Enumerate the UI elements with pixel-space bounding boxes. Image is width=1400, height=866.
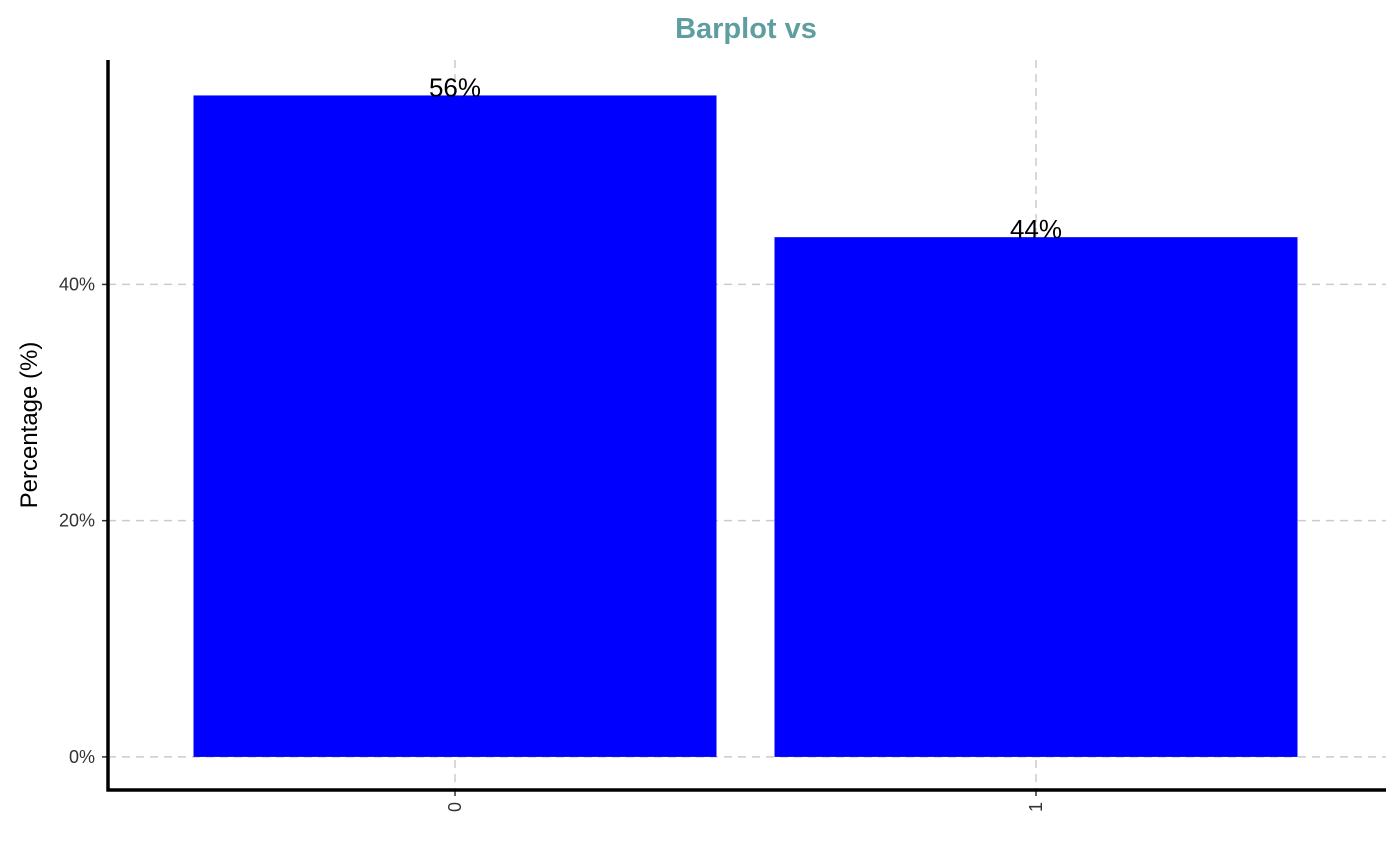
bar-value-label: 44% <box>1010 214 1062 244</box>
x-tick-label: 1 <box>1026 802 1046 812</box>
chart-title: Barplot vs <box>675 13 817 45</box>
x-tick-label: 0 <box>445 802 465 812</box>
y-tick-label: 40% <box>59 274 95 294</box>
y-axis-label: Percentage (%) <box>16 342 43 509</box>
bar-value-label: 56% <box>429 72 481 102</box>
axes <box>102 60 1386 796</box>
bar <box>193 95 717 757</box>
y-tick-label: 0% <box>69 747 95 767</box>
bar <box>774 237 1298 757</box>
bars <box>193 95 1298 757</box>
y-tick-label: 20% <box>59 511 95 531</box>
data-labels: 56% 44% <box>429 72 1062 244</box>
tick-labels: 0% 20% 40% 0 1 <box>59 274 1046 812</box>
